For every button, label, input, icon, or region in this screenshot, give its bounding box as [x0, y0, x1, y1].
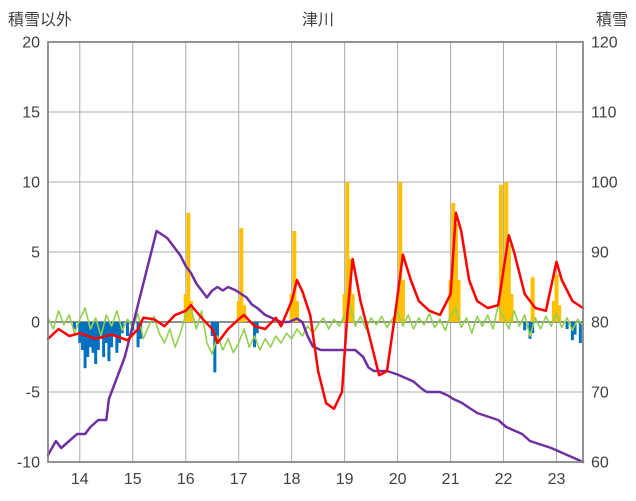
svg-text:20: 20	[22, 35, 40, 52]
svg-text:60: 60	[591, 455, 609, 472]
svg-text:17: 17	[230, 471, 248, 488]
svg-text:90: 90	[591, 245, 609, 262]
right-axis-title: 積雪	[595, 12, 628, 29]
svg-text:100: 100	[591, 175, 618, 192]
svg-text:18: 18	[283, 471, 301, 488]
chart-title: 津川	[301, 12, 334, 29]
svg-text:110: 110	[591, 105, 617, 122]
svg-text:14: 14	[71, 471, 89, 488]
svg-text:120: 120	[591, 35, 618, 52]
svg-text:16: 16	[177, 471, 195, 488]
svg-text:15: 15	[124, 471, 142, 488]
svg-text:15: 15	[22, 105, 40, 122]
svg-text:20: 20	[389, 471, 407, 488]
svg-text:-5: -5	[26, 385, 40, 402]
svg-text:80: 80	[591, 315, 609, 332]
svg-text:70: 70	[591, 385, 609, 402]
svg-text:5: 5	[31, 245, 40, 262]
left-axis-title: 積雪以外	[8, 12, 73, 29]
svg-text:19: 19	[336, 471, 354, 488]
svg-text:23: 23	[548, 471, 566, 488]
svg-text:21: 21	[442, 471, 460, 488]
svg-text:10: 10	[22, 175, 40, 192]
svg-text:-10: -10	[17, 455, 40, 472]
svg-text:22: 22	[495, 471, 513, 488]
svg-text:0: 0	[31, 315, 40, 332]
